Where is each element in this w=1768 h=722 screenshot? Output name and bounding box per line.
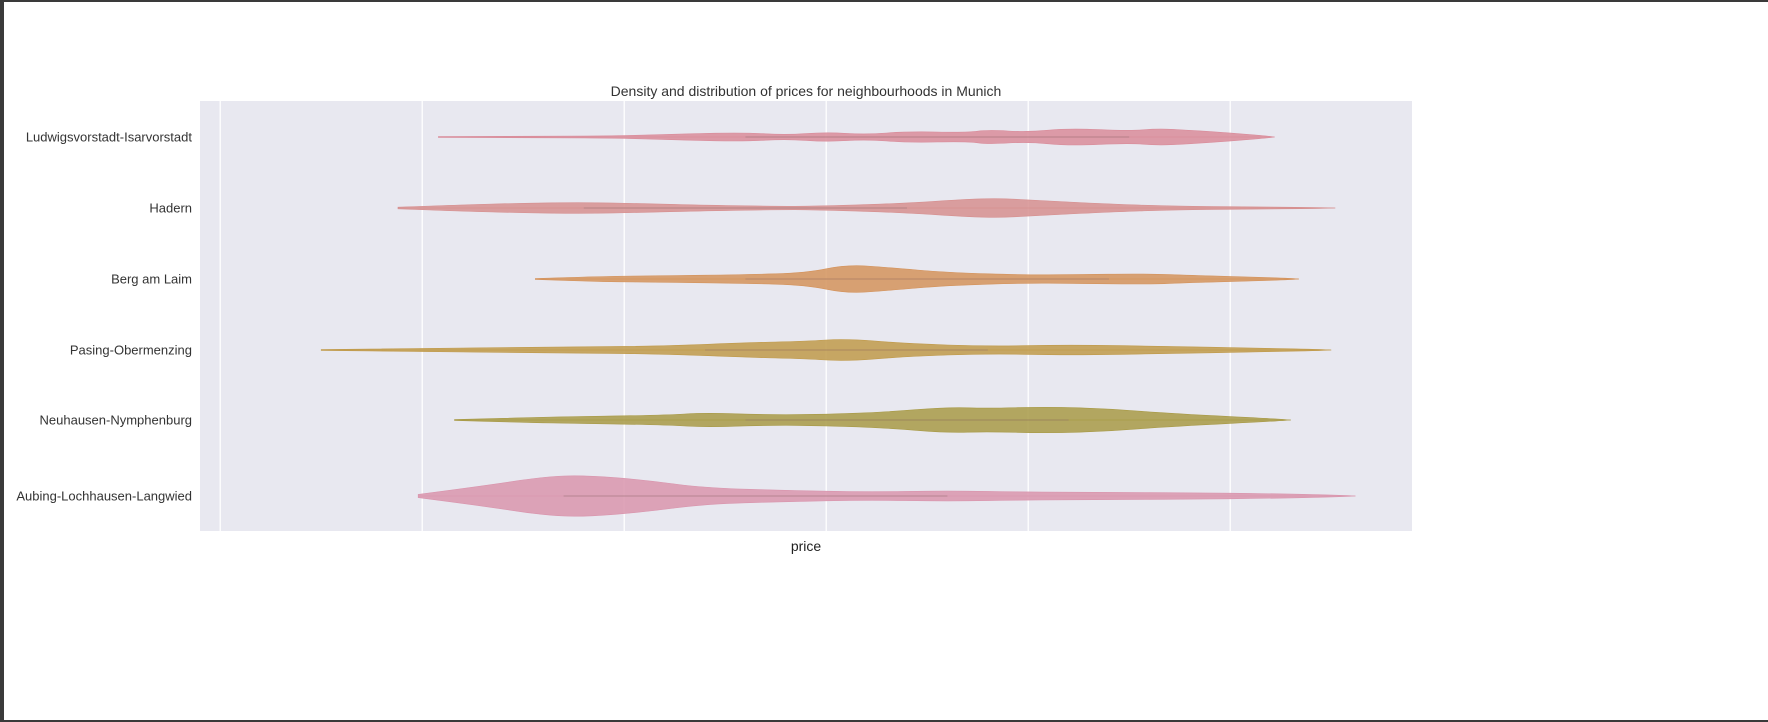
chart-title: Density and distribution of prices for n… (611, 83, 1002, 99)
category-label: Ludwigsvorstadt-Isarvorstadt (26, 130, 193, 145)
gridlines (219, 101, 1231, 531)
category-label: Hadern (149, 201, 192, 216)
category-labels: Ludwigsvorstadt-Isarvorstadt Hadern Berg a… (16, 130, 192, 504)
category-label: Aubing-Lochhausen-Langwied (16, 489, 192, 504)
category-label: Berg am Laim (111, 272, 192, 287)
category-label: Neuhausen-Nymphenburg (40, 413, 192, 428)
chart-canvas: Ludwigsvorstadt-Isarvorstadt Hadern Berg a… (4, 2, 1768, 720)
category-label: Pasing-Obermenzing (70, 343, 192, 358)
violin-chart: Ludwigsvorstadt-Isarvorstadt Hadern Berg a… (16, 83, 1412, 554)
plot-area (200, 101, 1412, 531)
x-axis-label: price (791, 538, 822, 554)
violins (320, 128, 1356, 517)
